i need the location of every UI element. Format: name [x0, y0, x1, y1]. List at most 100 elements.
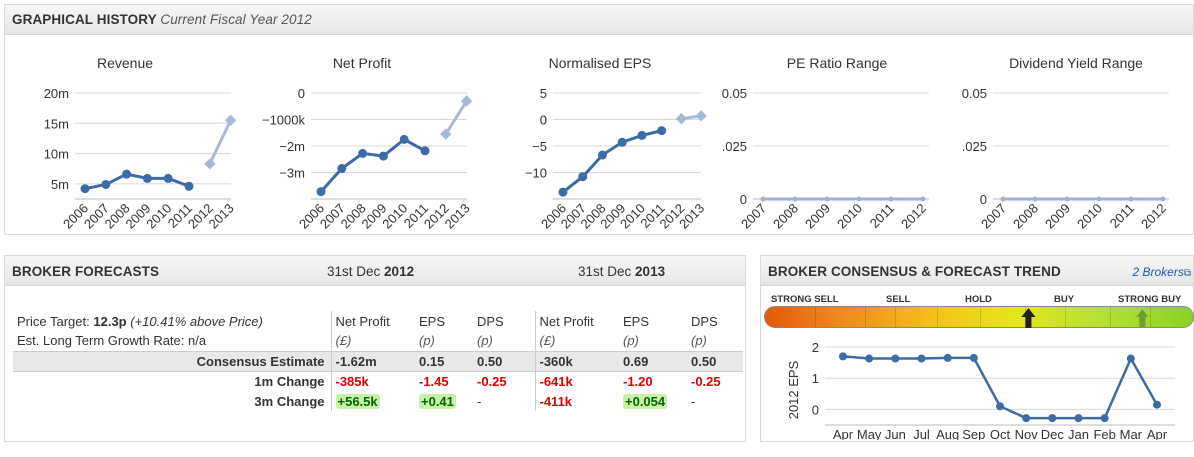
data-point — [399, 134, 409, 144]
history-charts: Revenue20m15m10m5m2006200720082009201020… — [44, 55, 1169, 232]
y-tick-label: 2 — [812, 340, 819, 355]
change-value: - — [691, 393, 696, 409]
data-point — [420, 146, 430, 156]
graphical-history-subtitle: Current Fiscal Year 2012 — [160, 12, 312, 27]
change-value: -0.25 — [691, 373, 721, 389]
graphical-history-header: GRAPHICAL HISTORY Current Fiscal Year 20… — [5, 5, 1193, 35]
forecast-header-row: Price Target: 12.3p (+10.41% above Price… — [13, 311, 743, 331]
data-point — [316, 187, 326, 197]
growth-rate: Est. Long Term Growth Rate: n/a — [17, 333, 207, 349]
data-point — [865, 354, 874, 363]
data-point — [891, 354, 900, 363]
brokers-link[interactable]: 2 Brokers⧉ — [1132, 265, 1192, 279]
graphical-history-panel: GRAPHICAL HISTORY Current Fiscal Year 20… — [4, 4, 1194, 235]
change-value: -641k — [539, 373, 573, 389]
one-month-change-row: 1m Change -385k -1.45 -0.25 -641k -1.20 … — [13, 371, 743, 391]
row-label: 1m Change — [254, 373, 325, 389]
scale-label-strong-sell: STRONG SELL — [771, 294, 839, 305]
net-profit-chart: Net Profit0−1000k−2m−3m20062007200820092… — [262, 55, 473, 232]
x-tick-label: 2011 — [1107, 201, 1137, 231]
broker-forecasts-panel: BROKER FORECASTS 31st Dec 2012 31st Dec … — [4, 255, 746, 442]
change-value: -0.25 — [477, 373, 507, 389]
data-point — [617, 137, 627, 147]
broker-consensus-panel: BROKER CONSENSUS & FORECAST TREND 2 Brok… — [760, 255, 1194, 442]
data-point — [1128, 196, 1134, 202]
value-cell: -360k — [534, 350, 619, 372]
data-point — [1096, 196, 1102, 202]
graphical-history-title: GRAPHICAL HISTORY — [12, 12, 157, 27]
previous-consensus-arrow-icon — [1136, 309, 1149, 327]
y-tick-label: −3m — [279, 166, 305, 181]
data-point — [1160, 196, 1166, 202]
consensus-scale-bar — [764, 306, 1194, 328]
x-tick-label: Apr — [1147, 427, 1168, 440]
col-net-profit-2012: Net Profit — [330, 311, 415, 331]
data-point — [920, 196, 926, 202]
col-eps-2012: EPS — [419, 313, 446, 329]
y-tick-label: −1000k — [262, 113, 306, 128]
x-tick-label: 2013 — [206, 201, 237, 232]
change-value: +56.5k — [335, 393, 380, 409]
data-point — [856, 196, 862, 202]
x-tick-label: Apr — [833, 427, 854, 440]
y-tick-label: −5 — [532, 139, 547, 154]
y-tick-label: 0.05 — [962, 86, 987, 101]
unit-cell: (p) — [477, 333, 493, 349]
series-line — [562, 129, 663, 194]
change-value: -411k — [539, 393, 573, 409]
data-point — [792, 196, 798, 202]
data-point — [337, 164, 347, 174]
data-point — [1153, 400, 1161, 409]
x-tick-label: Oct — [990, 427, 1011, 440]
data-point — [122, 169, 132, 179]
y-tick-label: .025 — [722, 139, 747, 154]
data-point — [637, 130, 647, 140]
data-point — [378, 151, 388, 161]
forecast-date-2013: 31st Dec 2013 — [578, 264, 666, 279]
y-tick-label: 0 — [298, 86, 305, 101]
data-point — [163, 173, 173, 183]
unit-cell: (£) — [330, 331, 415, 351]
x-tick-label: 2010 — [834, 201, 865, 232]
data-point — [839, 352, 847, 361]
forecast-units-row: Est. Long Term Growth Rate: n/a (£) (p) … — [13, 331, 743, 351]
three-month-change-row: 3m Change +56.5k +0.41 - -411k +0.054 - — [13, 391, 743, 411]
data-point — [1022, 414, 1031, 423]
data-point — [969, 353, 978, 362]
x-tick-label: 2008 — [770, 201, 801, 232]
change-value: +0.054 — [623, 393, 668, 409]
x-tick-label: 2010 — [1074, 201, 1105, 232]
forecast-point — [224, 114, 237, 126]
data-point — [80, 184, 90, 194]
series-line — [208, 119, 232, 165]
data-point — [558, 187, 568, 197]
unit-cell: (p) — [691, 333, 707, 349]
forecast-point — [675, 113, 688, 125]
broker-consensus-header: BROKER CONSENSUS & FORECAST TREND 2 Brok… — [761, 256, 1193, 286]
y-tick-label: 20m — [44, 86, 69, 101]
chart-title: Dividend Yield Range — [1009, 55, 1143, 71]
broker-forecasts-table: Price Target: 12.3p (+10.41% above Price… — [13, 311, 743, 411]
y-tick-label: −10 — [525, 166, 547, 181]
y-tick-label: 10m — [44, 147, 69, 162]
data-point — [996, 402, 1004, 411]
x-tick-label: Feb — [1093, 427, 1115, 440]
consensus-estimate-row: Consensus Estimate -1.62m 0.15 0.50 -360… — [13, 350, 743, 372]
revenue-chart: Revenue20m15m10m5m2006200720082009201020… — [44, 55, 237, 232]
value-cell: 0.50 — [687, 350, 743, 372]
price-target: Price Target: 12.3p (+10.41% above Price… — [17, 313, 263, 329]
change-value: -1.20 — [623, 373, 653, 389]
change-value: +0.41 — [419, 393, 456, 409]
data-point — [184, 181, 194, 191]
y-tick-label: 0 — [812, 402, 819, 417]
chart-title: Normalised EPS — [549, 55, 652, 71]
data-point — [142, 173, 152, 183]
current-consensus-arrow-icon — [1021, 308, 1036, 328]
consensus-markers — [1021, 308, 1149, 328]
data-point — [1048, 414, 1057, 423]
col-net-profit-2013: Net Profit — [534, 311, 619, 331]
x-tick-label: 2013 — [442, 201, 473, 232]
series-line — [319, 137, 426, 193]
